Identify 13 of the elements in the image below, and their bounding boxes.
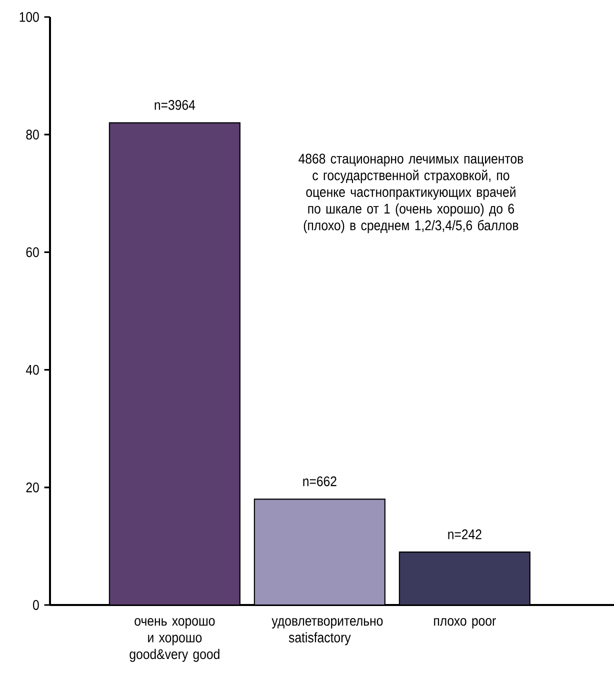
annotation: n=242 [448,529,482,540]
y-tick-label: 40 [26,364,39,375]
annotation: n=3964 [154,100,196,110]
y-tick-label: 20 [26,482,39,492]
y-tick-label: 100 [20,12,39,22]
x-tick-label: удовлетворительно satisfactory [272,618,383,646]
y-tick-label: 60 [26,247,39,258]
y-tick-label: 0 [33,600,39,610]
annotation: n=662 [303,476,336,486]
x-tick-label: очень хорошо и хорошо good&very good [130,618,220,662]
y-tick-label: 80 [26,130,39,140]
annotation: 4868 стационарно лечимых пациентов с государственной страховкой, по оценке частнопрактикующих врачей по шкале от 1 (очень хорошо) до 6 (плохо) в среднем 1,2/3,4/5,6 баллов [298,154,524,234]
x-tick-label: плохо poor [434,618,496,629]
